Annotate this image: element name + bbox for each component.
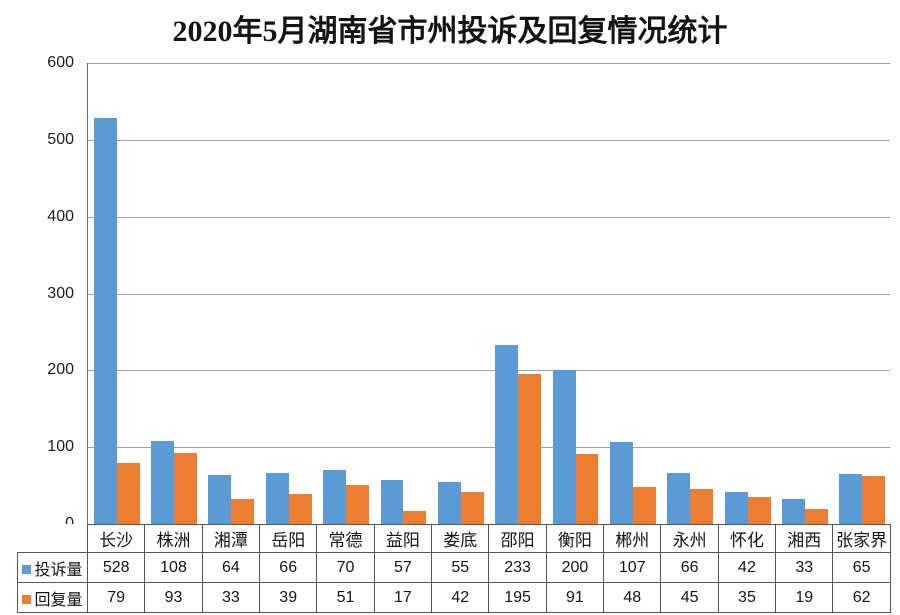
value-cell-回复量-邵阳: 195 [488,582,547,613]
chart-data-table: 长沙 株洲 湘潭 岳阳 常德 益阳 娄底 邵阳 衡阳 郴州 永州 怀化 湘西 张家界投诉量 528 108 64… [17,524,891,613]
value-cell-回复量-张家界: 62 [832,582,891,613]
gridline-500 [88,139,890,141]
value-cell-回复量-岳阳: 39 [259,582,318,613]
bar-投诉量-张家界 [839,474,863,524]
category-header-常德: 常德 [316,524,375,553]
bar-投诉量-益阳 [380,480,404,524]
y-tick-label-0: 0 [65,514,74,534]
category-header-长沙: 长沙 [86,524,146,553]
bar-投诉量-永州 [667,473,691,524]
value-cell-投诉量-常德: 70 [316,552,375,583]
bar-回复量-张家界 [862,476,886,524]
gridline-200 [88,370,890,372]
chart-title: 2020年5月湖南省市州投诉及回复情况统计 [172,15,728,48]
legend-cell-回复量: 回复量 [17,582,88,613]
bar-投诉量-长沙 [93,118,117,524]
value-cell-投诉量-湘潭: 64 [201,552,261,583]
value-cell-投诉量-郴州: 107 [603,552,662,583]
bar-回复量-娄底 [460,491,484,524]
legend-label: 投诉量 [34,561,83,579]
bar-投诉量-湘西 [782,498,805,524]
category-header-益阳: 益阳 [373,524,433,553]
bar-回复量-怀化 [747,497,771,524]
category-header-湘西: 湘西 [775,524,834,553]
value-cell-回复量-益阳: 17 [373,582,433,613]
bar-投诉量-常德 [323,470,347,524]
bar-回复量-衡阳 [575,454,599,524]
value-cell-回复量-长沙: 79 [86,582,146,613]
series-row-投诉量: 投诉量 528 108 64 66 70 57 55 233 200 107 66 42 33 65 [17,552,891,583]
category-header-怀化: 怀化 [717,524,777,553]
bar-投诉量-湘潭 [208,474,232,524]
value-cell-投诉量-益阳: 57 [373,552,433,583]
table-corner-blank [18,525,88,553]
bar-投诉量-衡阳 [552,370,576,524]
gridline-400 [88,216,890,218]
value-cell-回复量-湘潭: 33 [201,582,261,613]
y-axis-labels: 0 100 200 300 400 500 600 [0,54,87,532]
bar-投诉量-邵阳 [495,344,519,524]
bar-投诉量-株洲 [151,441,175,524]
category-header-永州: 永州 [660,524,719,553]
bar-回复量-长沙 [116,463,140,524]
bar-回复量-益阳 [403,510,427,524]
category-header-张家界: 张家界 [832,524,891,553]
category-header-岳阳: 岳阳 [259,524,318,553]
bar-投诉量-怀化 [724,491,748,524]
category-header-郴州: 郴州 [603,524,662,553]
legend-key-swatch-投诉量 [22,564,32,574]
category-header-row: 长沙 株洲 湘潭 岳阳 常德 益阳 娄底 邵阳 衡阳 郴州 永州 怀化 湘西 张家界 [18,524,891,553]
value-cell-回复量-永州: 45 [660,582,719,613]
category-header-株洲: 株洲 [144,524,203,553]
value-cell-回复量-衡阳: 91 [545,582,605,613]
bar-投诉量-娄底 [437,481,461,524]
bar-回复量-湘西 [804,509,828,524]
bar-回复量-岳阳 [288,494,312,524]
bar-回复量-邵阳 [518,374,542,524]
bar-回复量-永州 [690,489,714,524]
category-header-湘潭: 湘潭 [201,524,261,553]
bar-回复量-郴州 [632,487,656,524]
value-cell-投诉量-株洲: 108 [144,552,203,583]
category-header-衡阳: 衡阳 [545,524,605,553]
y-tick-label-600: 600 [47,54,74,71]
value-cell-回复量-常德: 51 [316,582,375,613]
gridline-100 [88,447,890,449]
legend-key-swatch-回复量 [22,594,32,604]
value-cell-回复量-郴州: 48 [603,582,662,613]
y-tick-label-300: 300 [47,284,74,302]
y-tick-label-500: 500 [47,130,74,148]
value-cell-回复量-怀化: 35 [717,582,777,613]
bar-回复量-湘潭 [231,498,255,524]
bar-回复量-常德 [346,484,370,524]
y-tick-label-200: 200 [47,361,74,379]
legend-cell-投诉量: 投诉量 [17,552,88,583]
plot-area [87,63,890,524]
legend-label: 回复量 [34,591,83,609]
value-cell-投诉量-衡阳: 200 [545,552,605,583]
y-tick-label-100: 100 [47,438,74,456]
value-cell-回复量-株洲: 93 [144,582,203,613]
category-header-娄底: 娄底 [431,524,490,553]
value-cell-投诉量-怀化: 42 [717,552,777,583]
value-cell-投诉量-湘西: 33 [775,552,834,583]
y-tick-label-400: 400 [47,207,74,225]
value-cell-回复量-娄底: 42 [431,582,490,613]
value-cell-投诉量-长沙: 528 [86,552,146,583]
value-cell-投诉量-永州: 66 [660,552,719,583]
value-cell-投诉量-娄底: 55 [431,552,490,583]
bar-投诉量-郴州 [609,441,633,524]
bar-回复量-株洲 [174,452,197,524]
value-cell-回复量-湘西: 19 [775,582,834,613]
series-row-回复量: 回复量 79 93 33 39 51 17 42 195 91 48 45 35 19 62 [17,582,891,613]
gridline-600 [88,63,890,64]
category-header-邵阳: 邵阳 [488,524,547,553]
bar-投诉量-岳阳 [265,473,289,524]
gridline-300 [88,293,890,295]
value-cell-投诉量-张家界: 65 [832,552,891,583]
value-cell-投诉量-邵阳: 233 [488,552,547,583]
value-cell-投诉量-岳阳: 66 [259,552,318,583]
